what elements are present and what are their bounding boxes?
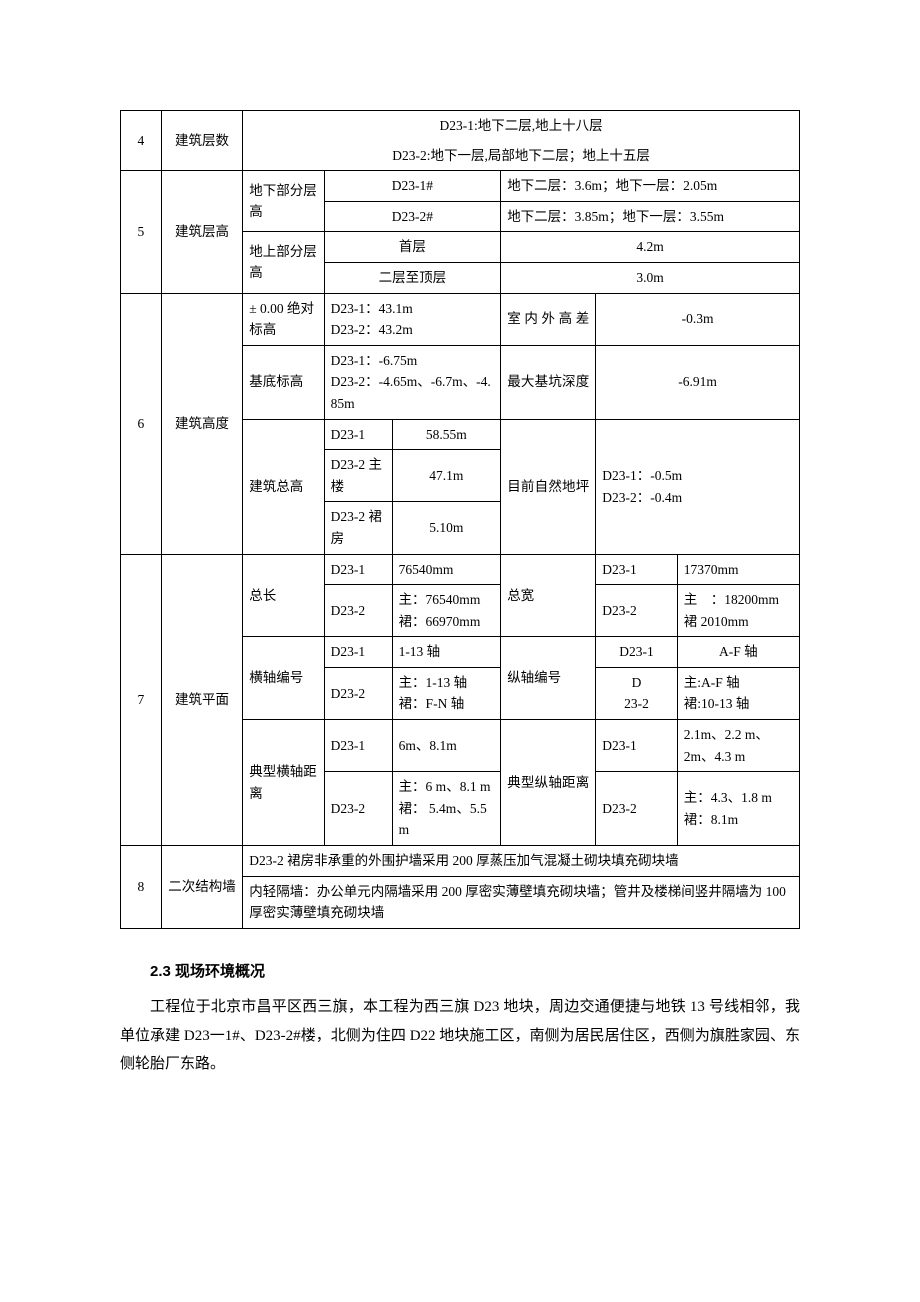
cell: 典型纵轴距离 (501, 720, 596, 846)
page-content: 4 建筑层数 D23-1:地下二层,地上十八层 D23-2:地下一层,局部地下二… (120, 110, 800, 1079)
cell: 纵轴编号 (501, 637, 596, 720)
cell: 主：1-13 轴裙：F-N 轴 (392, 667, 501, 719)
cell: 2.1m、2.2 m、2m、4.3 m (677, 720, 799, 772)
section-heading: 2.3 现场环境概况 (120, 961, 800, 984)
cell: D23-2 主楼 (324, 450, 392, 502)
cell: 内轻隔墙：办公单元内隔墙采用 200 厚密实薄壁填充砌块墙；管井及楼梯间竖井隔墙… (243, 876, 800, 928)
cell: 5.10m (392, 502, 501, 554)
cell: D23-2 (324, 772, 392, 846)
cell: 地下部分层 高 (243, 171, 324, 232)
cell: D23-1：43.1mD23-2：43.2m (324, 293, 501, 345)
table-row: 4 建筑层数 D23-1:地下二层,地上十八层 (121, 111, 800, 141)
row-index: 4 (121, 111, 162, 171)
cell: D23-2 裙房 (324, 502, 392, 554)
cell: D23-1:地下二层,地上十八层 (243, 111, 800, 141)
cell: 首层 (324, 232, 501, 263)
cell: D23-1 (596, 720, 677, 772)
cell: 主：76540mm裙：66970mm (392, 585, 501, 637)
cell: D23-2 (596, 585, 677, 637)
cell: 总长 (243, 554, 324, 637)
table-row: 7 建筑平面 总长 D23-1 76540mm 总宽 D23-1 17370mm (121, 554, 800, 585)
table-row: 6 建筑高度 ± 0.00 绝对标高 D23-1：43.1mD23-2：43.2… (121, 293, 800, 345)
cell: 最大基坑深度 (501, 345, 596, 419)
row-index: 6 (121, 293, 162, 554)
row-label: 二次结构墙 (161, 846, 242, 929)
cell: 58.55m (392, 419, 501, 450)
cell: 室内外高差 (501, 293, 596, 345)
cell: 总宽 (501, 554, 596, 637)
row-index: 5 (121, 171, 162, 293)
row-label: 建筑高度 (161, 293, 242, 554)
cell: D23-1 (324, 554, 392, 585)
cell: D23-2# (324, 201, 501, 232)
section-paragraph: 工程位于北京市昌平区西三旗，本工程为西三旗 D23 地块，周边交通便捷与地铁 1… (120, 993, 800, 1079)
cell: 4.2m (501, 232, 800, 263)
cell: D23-1 (324, 720, 392, 772)
cell: 47.1m (392, 450, 501, 502)
cell: D23-1：-0.5mD23-2：-0.4m (596, 419, 800, 554)
cell: 主：6 m、8.1 m裙： 5.4m、5.5 m (392, 772, 501, 846)
cell: 二层至顶层 (324, 262, 501, 293)
row-index: 8 (121, 846, 162, 929)
cell: -0.3m (596, 293, 800, 345)
cell: 地下二层：3.85m；地下一层：3.55m (501, 201, 800, 232)
cell: 主：4.3、1.8 m裙：8.1m (677, 772, 799, 846)
row-label: 建筑层数 (161, 111, 242, 171)
cell: D23-1# (324, 171, 501, 202)
cell: 3.0m (501, 262, 800, 293)
cell: D23-2 (324, 667, 392, 719)
cell: 基底标高 (243, 345, 324, 419)
table-row: 8 二次结构墙 D23-2 裙房非承重的外围护墙采用 200 厚蒸压加气混凝土砌… (121, 846, 800, 877)
row-label: 建筑平面 (161, 554, 242, 846)
cell: D23-2 (596, 667, 677, 719)
cell: D23-1 (324, 637, 392, 668)
table-row: 5 建筑层高 地下部分层 高 D23-1# 地下二层：3.6m；地下一层：2.0… (121, 171, 800, 202)
cell: 6m、8.1m (392, 720, 501, 772)
cell: D23-1 (324, 419, 392, 450)
row-index: 7 (121, 554, 162, 846)
cell: A-F 轴 (677, 637, 799, 668)
spec-table: 4 建筑层数 D23-1:地下二层,地上十八层 D23-2:地下一层,局部地下二… (120, 110, 800, 929)
cell: -6.91m (596, 345, 800, 419)
cell: D23-1 (596, 554, 677, 585)
cell: D23-1 (596, 637, 677, 668)
cell: 目前自然地坪 (501, 419, 596, 554)
cell: D23-2 (596, 772, 677, 846)
cell: 17370mm (677, 554, 799, 585)
cell: 主 ：18200mm裙 2010mm (677, 585, 799, 637)
cell: 主:A-F 轴裙:10-13 轴 (677, 667, 799, 719)
cell: 1-13 轴 (392, 637, 501, 668)
row-label: 建筑层高 (161, 171, 242, 293)
cell: 76540mm (392, 554, 501, 585)
cell: 横轴编号 (243, 637, 324, 720)
cell: 地上部分层 高 (243, 232, 324, 293)
cell: D23-2 (324, 585, 392, 637)
cell: 典型横轴距离 (243, 720, 324, 846)
cell: D23-2:地下一层,局部地下二层；地上十五层 (243, 141, 800, 171)
cell: D23-1：-6.75mD23-2：-4.65m、-6.7m、-4.85m (324, 345, 501, 419)
cell: ± 0.00 绝对标高 (243, 293, 324, 345)
cell: D23-2 裙房非承重的外围护墙采用 200 厚蒸压加气混凝土砌块填充砌块墙 (243, 846, 800, 877)
cell: 地下二层：3.6m；地下一层：2.05m (501, 171, 800, 202)
cell: 建筑总高 (243, 419, 324, 554)
